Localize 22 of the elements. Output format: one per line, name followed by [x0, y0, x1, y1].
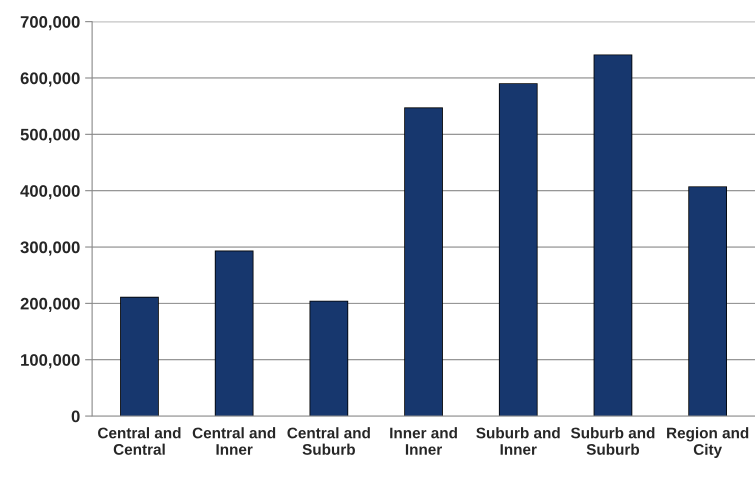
bar — [594, 54, 632, 416]
y-tick-label: 0 — [72, 410, 80, 422]
y-tick-label: 600,000 — [20, 72, 80, 87]
bar — [404, 107, 443, 416]
bar — [120, 296, 159, 416]
x-tick-label: Central and Inner — [192, 427, 276, 455]
bar — [498, 83, 538, 416]
bar — [309, 300, 348, 416]
x-tick-label: Inner and Inner — [390, 427, 457, 455]
x-tick-label: Suburb and Inner — [476, 427, 560, 455]
y-tick-label: 400,000 — [20, 185, 80, 200]
y-tick-label: 100,000 — [21, 354, 80, 368]
y-tick-label: 700,000 — [20, 16, 80, 30]
x-tick-label: Suburb and Suburb — [570, 427, 654, 455]
y-tick-label: 200,000 — [20, 298, 80, 312]
y-tick-label: 300,000 — [20, 241, 80, 256]
bar — [688, 186, 728, 416]
y-tick-label: 500,000 — [20, 128, 80, 143]
x-tick-label: Region and City — [667, 427, 748, 458]
bar — [214, 250, 254, 416]
x-tick-label: Central and Central — [98, 427, 180, 455]
x-tick-label: Central and Suburb — [287, 427, 370, 455]
